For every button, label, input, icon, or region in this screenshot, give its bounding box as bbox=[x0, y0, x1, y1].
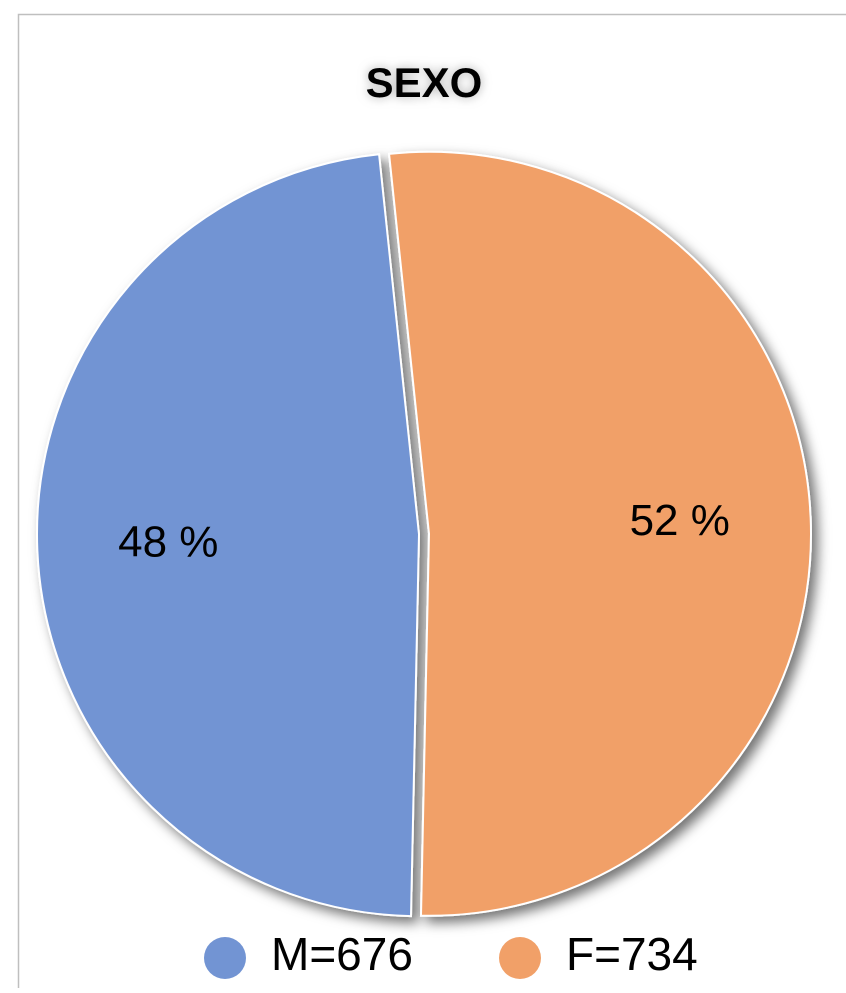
legend-marker bbox=[499, 937, 541, 979]
chart-title: SEXO bbox=[366, 59, 483, 106]
legend-label: F=734 bbox=[566, 928, 698, 980]
legend-marker bbox=[204, 937, 246, 979]
data-label: 48 % bbox=[118, 517, 218, 566]
data-label: 52 % bbox=[630, 496, 730, 545]
legend-label: M=676 bbox=[271, 928, 413, 980]
